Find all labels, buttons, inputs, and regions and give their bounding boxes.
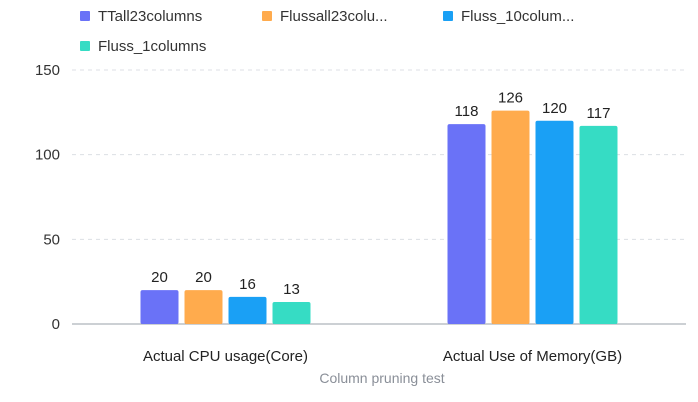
legend-swatch xyxy=(80,11,90,21)
bar[interactable] xyxy=(447,124,486,324)
data-label: 126 xyxy=(498,90,523,107)
grid-lines xyxy=(72,69,686,240)
bar[interactable] xyxy=(491,110,530,324)
y-axis-ticks: 0 50 100 150 xyxy=(35,62,60,333)
bars xyxy=(140,110,618,324)
bar[interactable] xyxy=(228,296,267,324)
x-category-label: Actual Use of Memory(GB) xyxy=(443,348,622,365)
y-tick-label: 150 xyxy=(35,62,60,79)
x-axis-categories: Actual CPU usage(Core) Actual Use of Memo… xyxy=(143,348,622,365)
x-category-label: Actual CPU usage(Core) xyxy=(143,348,308,365)
data-label: 117 xyxy=(587,105,611,122)
data-label: 118 xyxy=(455,103,479,120)
bar[interactable] xyxy=(272,301,311,324)
bar[interactable] xyxy=(184,290,223,324)
data-label: 120 xyxy=(542,100,567,117)
legend-swatch xyxy=(443,11,453,21)
y-tick-label: 100 xyxy=(35,147,60,164)
data-label: 16 xyxy=(239,276,256,293)
legend-label: Fluss_10colum... xyxy=(461,8,574,25)
legend-label: Fluss_1columns xyxy=(98,38,206,55)
bar[interactable] xyxy=(535,120,574,324)
legend-label: Flussall23colu... xyxy=(280,8,388,25)
legend-item[interactable]: Fluss_10colum... xyxy=(443,8,574,25)
data-label: 20 xyxy=(195,269,212,286)
legend-item[interactable]: Flussall23colu... xyxy=(262,8,388,25)
legend-swatch xyxy=(262,11,272,21)
legend-item[interactable]: TTall23columns xyxy=(80,8,202,25)
bar[interactable] xyxy=(140,290,179,324)
x-axis-title: Column pruning test xyxy=(319,370,444,386)
y-tick-label: 0 xyxy=(52,316,60,333)
data-labels: 20 20 16 13 118 126 120 117 xyxy=(151,90,610,298)
legend: TTall23columns Flussall23colu... Fluss_10c… xyxy=(80,8,574,55)
legend-swatch xyxy=(80,41,90,51)
legend-label: TTall23columns xyxy=(98,8,202,25)
legend-item[interactable]: Fluss_1columns xyxy=(80,38,206,55)
data-label: 20 xyxy=(151,269,168,286)
bar[interactable] xyxy=(579,125,618,324)
y-tick-label: 50 xyxy=(43,231,60,248)
data-label: 13 xyxy=(283,281,300,298)
